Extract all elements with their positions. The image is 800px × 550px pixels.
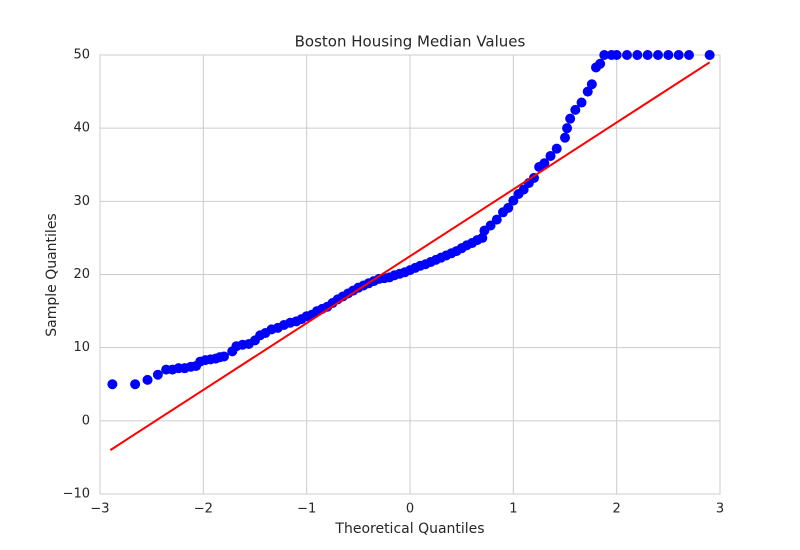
x-tick-label: 2 [613, 502, 621, 517]
x-tick-label: 0 [406, 502, 414, 517]
x-tick-label: −2 [194, 502, 213, 517]
y-axis-label: Sample Quantiles [44, 213, 60, 336]
point [551, 143, 562, 154]
point [491, 214, 502, 225]
point [586, 79, 597, 90]
point [684, 50, 694, 60]
y-tick-label: 20 [73, 267, 90, 282]
point [576, 97, 587, 108]
x-tick-label: 3 [716, 502, 724, 517]
point [503, 202, 514, 213]
x-axis-label: Theoretical Quantiles [334, 521, 484, 537]
point [611, 50, 622, 60]
point [642, 50, 653, 60]
point [582, 86, 593, 97]
y-tick-label: 30 [73, 194, 90, 209]
plot-frame [99, 54, 721, 495]
point [622, 50, 632, 60]
point [673, 50, 684, 60]
point [152, 369, 163, 380]
point [562, 123, 573, 134]
point [595, 58, 606, 69]
point [653, 50, 663, 60]
point [570, 104, 581, 115]
y-tick-label: 0 [82, 413, 90, 428]
y-tick-label: 10 [73, 340, 90, 355]
point [599, 50, 610, 60]
y-tick-label: 40 [73, 121, 90, 136]
chart-title: Boston Housing Median Values [295, 33, 526, 51]
point [130, 379, 141, 390]
point [704, 50, 715, 60]
point [107, 379, 118, 390]
point [539, 158, 550, 169]
reference-line [109, 61, 711, 451]
point [663, 50, 674, 60]
point [142, 374, 153, 385]
x-tick-label: 1 [509, 502, 517, 517]
y-tick-label: 50 [73, 48, 90, 63]
point [560, 132, 570, 143]
y-tick-label: −10 [63, 487, 90, 502]
point [565, 113, 576, 124]
x-tick-label: −1 [297, 502, 316, 517]
x-tick-label: −3 [90, 502, 109, 517]
point [632, 50, 643, 60]
point [545, 150, 556, 161]
point [219, 351, 229, 362]
